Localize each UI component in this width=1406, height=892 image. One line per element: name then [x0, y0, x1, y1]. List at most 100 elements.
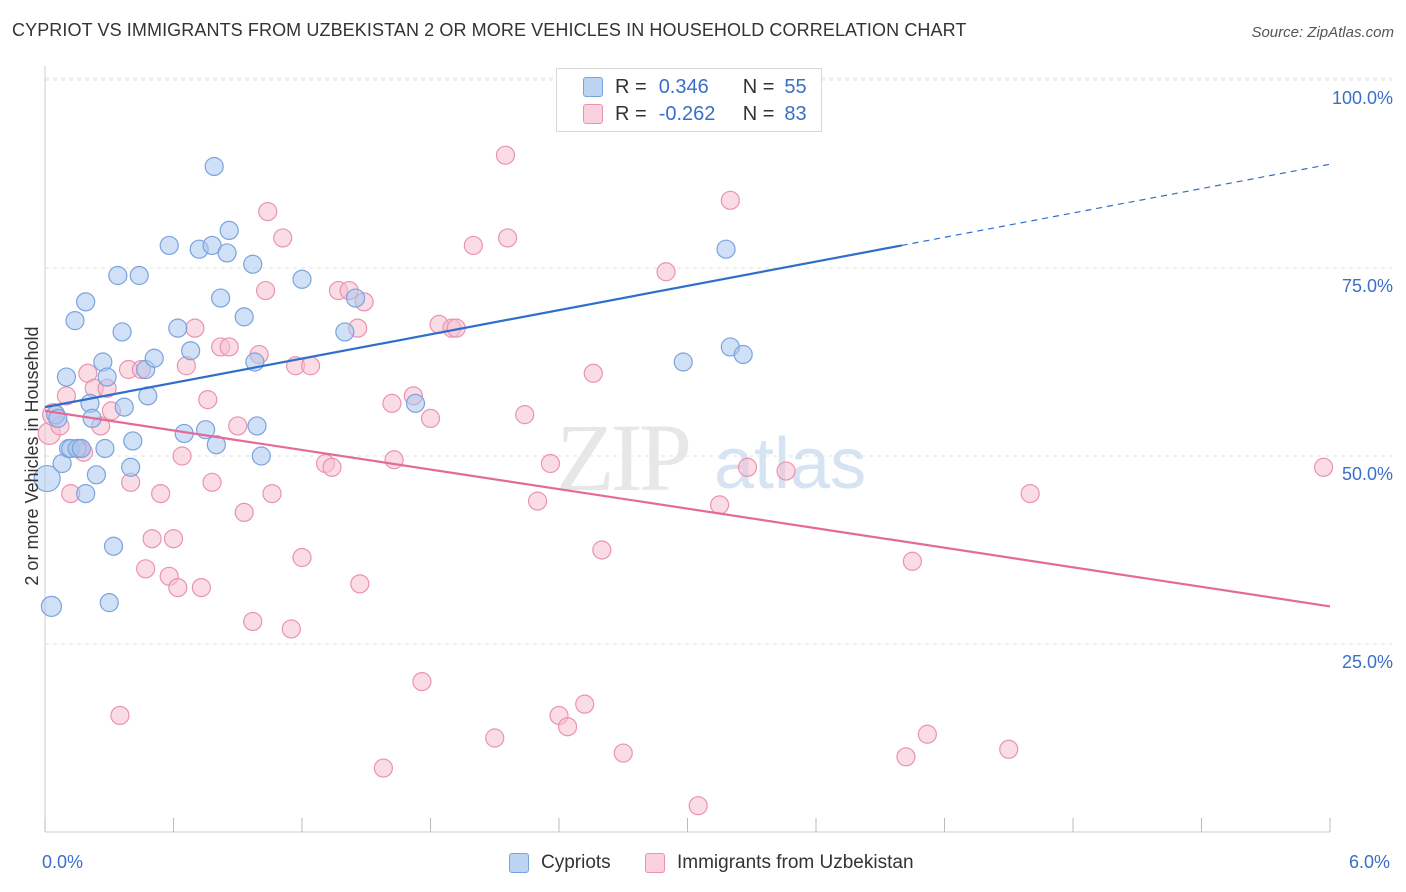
- uzbekistan-point: [136, 559, 156, 579]
- axes: [44, 66, 1331, 833]
- y-axis-title: 2 or more Vehicles in Household: [22, 326, 42, 585]
- y-tick-label-50: 50.0%: [1342, 464, 1393, 484]
- series-legend-uzbekistan[interactable]: Immigrants from Uzbekistan: [645, 852, 914, 874]
- cypriots-point: [211, 288, 231, 308]
- uzbekistan-trend-line: [44, 409, 1331, 608]
- uzbekistan-point: [163, 529, 184, 549]
- cypriots-point: [65, 311, 85, 331]
- cypriots-point: [123, 431, 143, 451]
- cypriots-point: [95, 438, 115, 459]
- uzbekistan-point: [710, 495, 730, 515]
- cypriots-point: [76, 484, 96, 504]
- uzbekistan-point: [613, 743, 633, 763]
- uzbekistan-point: [202, 472, 222, 492]
- uzbekistan-point: [776, 461, 796, 481]
- cypriots-point: [251, 446, 271, 466]
- uzbekistan-point: [902, 551, 922, 571]
- cypriots-trend-extension: [901, 163, 1331, 247]
- watermark-zip: ZIP: [556, 404, 689, 511]
- uzbekistan-point: [191, 577, 211, 598]
- data-points: [33, 145, 1334, 816]
- legend-row-cypriots: R = 0.346 N = 55: [583, 75, 807, 99]
- uzbekistan-point: [219, 337, 239, 357]
- legend-r-label: R =: [615, 102, 647, 125]
- uzbekistan-point: [917, 724, 937, 744]
- legend-n-label: N =: [742, 75, 775, 98]
- uzbekistan-point: [656, 262, 676, 282]
- uzbekistan-point: [243, 611, 263, 632]
- cypriots-point: [204, 156, 224, 177]
- y-tick-labels: 25.0% 50.0% 75.0% 100.0%: [1332, 88, 1393, 672]
- uzbekistan-point: [1313, 457, 1334, 477]
- uzbekistan-point: [1020, 484, 1040, 504]
- series-legend-label: Cypriots: [541, 852, 611, 873]
- y-tick-label-75: 75.0%: [1342, 276, 1393, 296]
- cypriots-point: [181, 341, 201, 361]
- cypriots-point: [673, 352, 693, 372]
- legend-r-value: 0.346: [658, 75, 709, 98]
- cypriots-point: [202, 235, 222, 256]
- uzbekistan-point: [495, 145, 516, 165]
- uzbekistan-point: [999, 739, 1019, 759]
- uzbekistan-point: [151, 484, 171, 504]
- x-axis-min-label: 0.0%: [42, 852, 84, 872]
- cypriots-point: [168, 318, 188, 338]
- uzbekistan-point: [258, 202, 278, 222]
- uzbekistan-point: [498, 228, 518, 248]
- legend-r-value: -0.262: [658, 102, 716, 125]
- uzbekistan-point: [583, 363, 603, 383]
- cypriots-point: [159, 235, 179, 256]
- y-tick-label-100: 100.0%: [1332, 88, 1393, 108]
- cypriots-point: [40, 595, 63, 618]
- uzbekistan-point: [255, 280, 276, 301]
- correlation-legend: R = 0.346 N = 55 R = -0.262 N = 83: [556, 68, 822, 132]
- uzbekistan-point: [382, 393, 402, 413]
- cypriots-point: [56, 367, 77, 387]
- uzbekistan-point: [896, 747, 916, 767]
- uzbekistan-point: [234, 502, 254, 523]
- cypriots-point: [247, 416, 267, 436]
- uzbekistan-point: [172, 446, 192, 466]
- y-tick-label-25: 25.0%: [1342, 652, 1393, 672]
- uzbekistan-point: [168, 577, 188, 598]
- chart-title: CYPRIOT VS IMMIGRANTS FROM UZBEKISTAN 2 …: [12, 20, 967, 40]
- uzbekistan-point: [575, 694, 595, 714]
- legend-row-uzbekistan: R = -0.262 N = 83: [583, 102, 807, 126]
- cypriots-point: [99, 593, 119, 613]
- uzbekistan-point: [350, 574, 370, 594]
- uzbekistan-point: [485, 728, 505, 748]
- cypriots-point: [86, 465, 107, 485]
- cypriots-point: [716, 239, 736, 259]
- uzbekistan-point: [540, 453, 561, 474]
- cypriots-point: [121, 457, 141, 477]
- cypriots-point: [292, 269, 312, 289]
- uzbekistan-point: [720, 190, 740, 210]
- uzbekistan-point: [110, 705, 130, 726]
- cypriots-point: [144, 348, 164, 368]
- uzbekistan-point: [198, 390, 218, 410]
- cypriots-point: [71, 438, 92, 459]
- legend-swatch-pink: [583, 104, 603, 124]
- cypriots-point: [206, 435, 226, 455]
- uzbekistan-point: [273, 228, 293, 248]
- cypriots-point: [114, 397, 134, 417]
- cypriots-point: [405, 393, 426, 413]
- uzbekistan-point: [737, 457, 758, 477]
- legend-n-value: 55: [784, 75, 807, 98]
- legend-swatch-blue: [583, 77, 603, 97]
- uzbekistan-point: [322, 457, 342, 477]
- series-legend-label: Immigrants from Uzbekistan: [677, 852, 914, 873]
- uzbekistan-point: [515, 405, 535, 425]
- uzbekistan-point: [527, 491, 548, 511]
- cypriots-trend-line: [44, 244, 902, 409]
- cypriots-point: [97, 367, 117, 387]
- cypriots-point: [33, 464, 61, 493]
- uzbekistan-point: [56, 386, 77, 406]
- series-swatch-pink: [645, 853, 665, 873]
- cypriots-point: [243, 254, 263, 274]
- cypriots-point: [129, 265, 149, 286]
- uzbekistan-point: [281, 619, 301, 639]
- x-axis-max-label: 6.0%: [1349, 852, 1391, 872]
- series-legend-cypriots[interactable]: Cypriots: [509, 852, 611, 874]
